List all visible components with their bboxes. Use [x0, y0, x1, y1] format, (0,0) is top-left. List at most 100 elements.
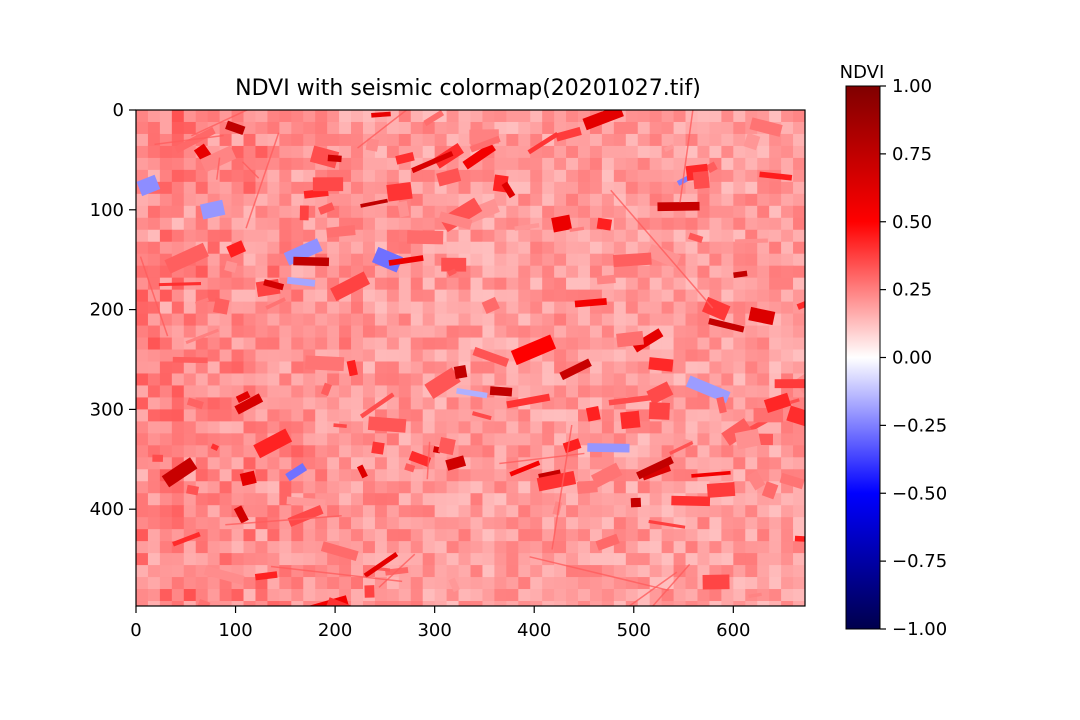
ndvi-cell: [231, 193, 245, 207]
ndvi-cell: [733, 217, 746, 231]
ndvi-cell: [781, 505, 794, 518]
ndvi-cell: [410, 601, 424, 606]
ndvi-cell: [745, 289, 758, 303]
ndvi-cell: [494, 505, 507, 518]
ndvi-cell: [530, 385, 543, 399]
ndvi-cell: [542, 433, 555, 446]
ndvi-cell: [709, 169, 722, 183]
ndvi-cell: [446, 481, 460, 494]
ndvi-cell: [303, 409, 316, 422]
ndvi-cell: [327, 445, 340, 458]
ndvi-cell: [327, 121, 340, 135]
ndvi-cell: [506, 505, 519, 518]
ndvi-parcel: [253, 428, 293, 459]
ndvi-cell: [351, 601, 364, 606]
ndvi-cell: [422, 565, 436, 578]
ndvi-cell: [685, 121, 699, 135]
ndvi-cell: [374, 145, 388, 159]
ndvi-cell: [136, 217, 149, 231]
ndvi-cell: [745, 349, 758, 363]
ndvi-boundary-line: [679, 110, 694, 203]
ndvi-cell: [339, 110, 352, 123]
ndvi-cell: [422, 421, 436, 434]
ndvi-cell: [362, 505, 376, 518]
ndvi-cell: [231, 493, 245, 506]
ndvi-cell: [721, 277, 734, 291]
ndvi-cell: [219, 229, 233, 243]
ndvi-cell: [542, 541, 555, 554]
ndvi-cell: [339, 397, 352, 410]
ndvi-cell: [733, 157, 746, 171]
ndvi-cell: [339, 265, 352, 279]
ndvi-parcel: [386, 181, 413, 202]
ndvi-cell: [518, 529, 531, 542]
ndvi-cell: [183, 313, 197, 327]
ndvi-cell: [171, 445, 185, 458]
ndvi-cell: [327, 373, 340, 387]
ndvi-cell: [530, 193, 543, 207]
ndvi-cell: [757, 385, 770, 399]
ndvi-cell: [362, 385, 376, 399]
ndvi-parcel: [152, 454, 164, 462]
ndvi-cell: [458, 349, 472, 363]
ndvi-cell: [733, 469, 746, 482]
ndvi-cell: [709, 229, 722, 243]
ndvi-cell: [422, 193, 436, 207]
ndvi-cell: [374, 289, 388, 303]
ndvi-parcel: [501, 181, 516, 199]
ndvi-cell: [733, 481, 746, 494]
ndvi-parcel: [234, 393, 264, 415]
ndvi-parcel: [318, 202, 335, 215]
ndvi-cell: [327, 493, 340, 506]
ndvi-cell: [709, 217, 722, 231]
ndvi-cell: [386, 241, 400, 255]
ndvi-cell: [745, 505, 758, 518]
ndvi-cell: [159, 553, 173, 566]
ndvi-cell: [518, 589, 531, 602]
ndvi-cell: [327, 253, 340, 267]
ndvi-boundary-line: [499, 452, 585, 465]
ndvi-cell: [542, 577, 555, 590]
ndvi-cell: [506, 493, 519, 506]
ndvi-cell: [386, 469, 400, 482]
ndvi-cell: [530, 265, 543, 279]
ndvi-cell: [219, 553, 233, 566]
ndvi-cell: [147, 469, 161, 482]
ndvi-cell: [386, 445, 400, 458]
ndvi-cell: [147, 517, 161, 530]
ndvi-cell: [697, 529, 711, 542]
ndvi-cell: [243, 325, 257, 339]
ndvi-cell: [781, 145, 794, 159]
ndvi-cell: [769, 277, 782, 291]
ndvi-cell: [315, 481, 328, 494]
ndvi-cell: [231, 373, 245, 387]
ndvi-cell: [255, 205, 269, 219]
ndvi-cell: [494, 445, 507, 458]
ndvi-cell: [362, 241, 376, 255]
ndvi-cell: [458, 110, 472, 123]
ndvi-cell: [195, 421, 209, 434]
ndvi-cell: [709, 373, 722, 387]
ndvi-cell: [255, 505, 269, 518]
ndvi-parcel: [453, 365, 468, 379]
ndvi-cell: [506, 145, 519, 159]
ndvi-cell: [721, 601, 734, 606]
ndvi-cell: [207, 601, 221, 606]
ndvi-cell: [362, 169, 376, 183]
ndvi-cell: [721, 157, 734, 171]
ndvi-cell: [494, 289, 507, 303]
ndvi-cell: [386, 313, 400, 327]
ndvi-cell: [673, 601, 687, 606]
ndvi-cell: [709, 457, 722, 470]
ndvi-cell: [530, 493, 543, 506]
ndvi-cell: [315, 313, 328, 327]
ndvi-cell: [733, 277, 746, 291]
ndvi-cell: [494, 277, 507, 291]
ndvi-cell: [207, 469, 221, 482]
ndvi-cell: [781, 181, 794, 195]
ndvi-cell: [183, 589, 197, 602]
ndvi-cell: [219, 541, 233, 554]
ndvi-cell: [554, 325, 567, 339]
ndvi-cell: [578, 205, 591, 219]
ndvi-cell: [231, 205, 245, 219]
